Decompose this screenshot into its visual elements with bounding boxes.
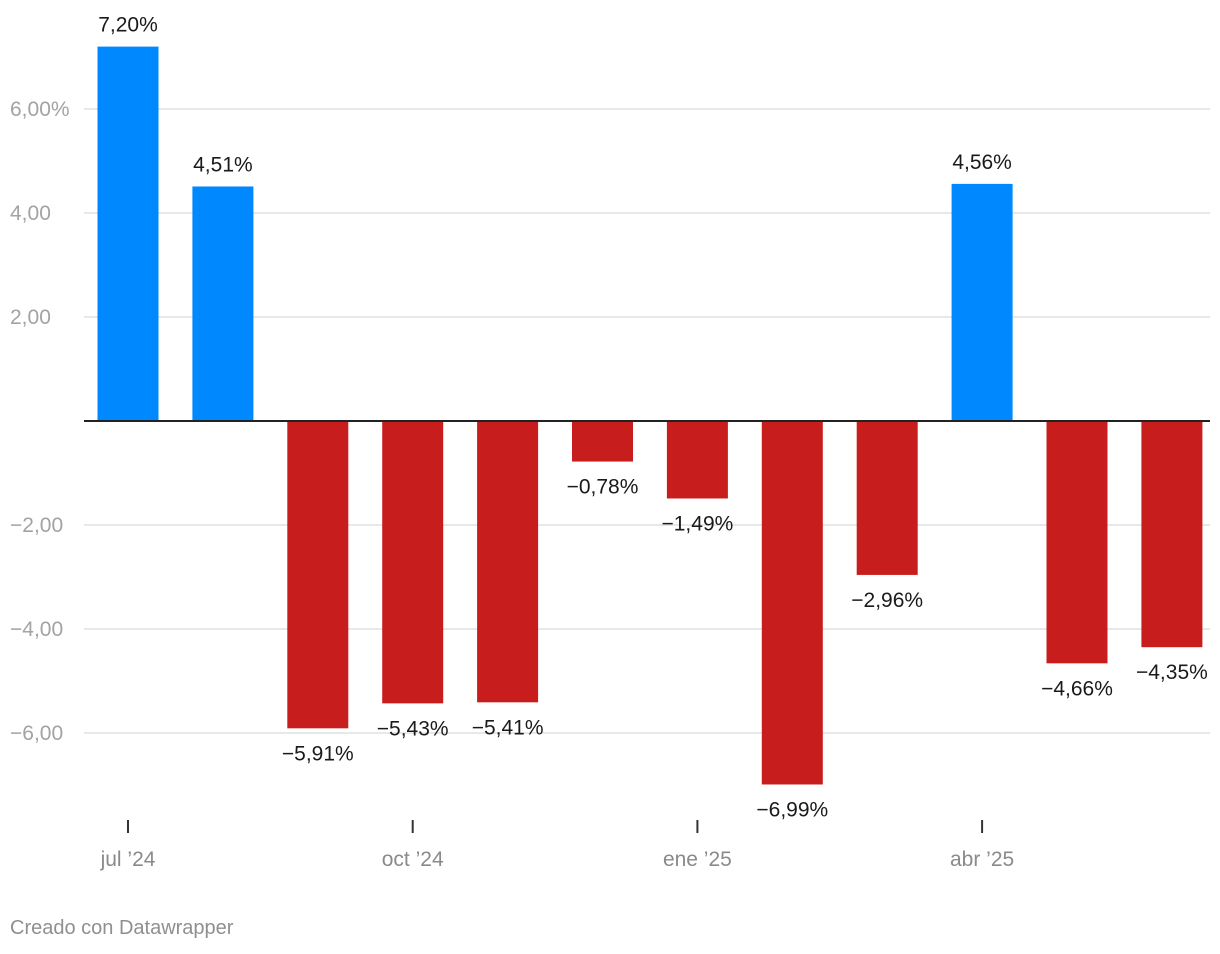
y-axis-ticks: 6,00% 4,00 2,00 −2,00 −4,00 −6,00 bbox=[10, 98, 70, 745]
bar bbox=[951, 183, 1013, 421]
data-label: −2,96% bbox=[851, 589, 923, 612]
gridlines bbox=[84, 108, 1210, 734]
bar bbox=[761, 421, 823, 785]
data-label: −0,78% bbox=[567, 476, 639, 499]
data-label: 7,20% bbox=[98, 14, 158, 37]
footer-credit: Creado con Datawrapper bbox=[10, 917, 234, 939]
data-labels: 7,20% 4,51% −5,91% −5,43% −5,41% −0,78% −1,49%… bbox=[98, 14, 1208, 822]
data-label: −5,41% bbox=[472, 716, 544, 739]
data-label: 4,56% bbox=[952, 151, 1012, 174]
bar bbox=[477, 421, 539, 703]
y-tick-label: 2,00 bbox=[10, 306, 51, 329]
bar bbox=[1046, 421, 1108, 664]
bar bbox=[97, 46, 159, 421]
x-tick-label: jul ’24 bbox=[100, 848, 156, 871]
chart-area: 6,00% 4,00 2,00 −2,00 −4,00 −6,00 jul ’24 oct … bbox=[10, 14, 1210, 871]
y-tick-label: −6,00 bbox=[10, 722, 63, 745]
y-tick-label: 4,00 bbox=[10, 202, 51, 225]
y-tick-label: −4,00 bbox=[10, 618, 63, 641]
y-tick-label: 6,00% bbox=[10, 98, 70, 121]
x-tick-label: ene ’25 bbox=[663, 848, 732, 871]
bar bbox=[1141, 421, 1203, 648]
bar bbox=[856, 421, 918, 575]
data-label: −6,99% bbox=[756, 798, 828, 821]
y-tick-label: −2,00 bbox=[10, 514, 63, 537]
bar bbox=[572, 421, 633, 462]
x-axis-ticks: jul ’24 oct ’24 ene ’25 abr ’25 bbox=[100, 820, 1014, 871]
data-label: −4,66% bbox=[1041, 677, 1113, 700]
x-tick-label: oct ’24 bbox=[382, 848, 444, 871]
data-label: −5,91% bbox=[282, 742, 354, 765]
bar bbox=[287, 421, 349, 729]
data-label: −1,49% bbox=[661, 512, 733, 535]
x-tick-label: abr ’25 bbox=[950, 848, 1014, 871]
data-label: 4,51% bbox=[193, 153, 253, 176]
data-label: −5,43% bbox=[377, 717, 449, 740]
bar bbox=[666, 421, 728, 499]
bar bbox=[382, 421, 444, 704]
data-label: −4,35% bbox=[1136, 661, 1208, 684]
bar bbox=[192, 186, 254, 421]
bars bbox=[97, 46, 1203, 785]
